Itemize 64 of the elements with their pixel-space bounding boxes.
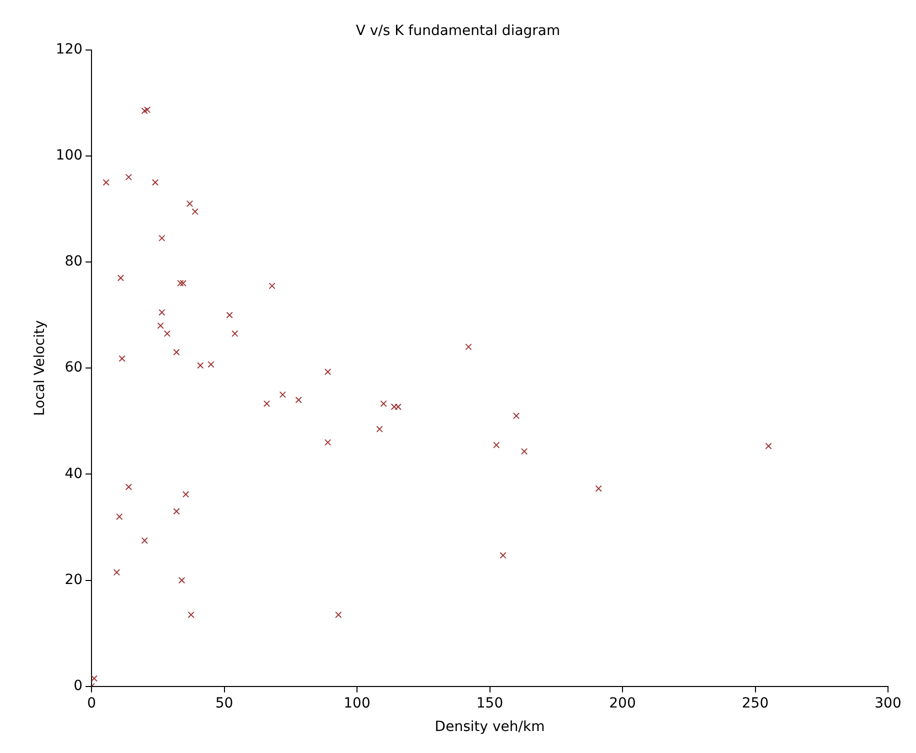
y-tick-label: 80: [64, 254, 83, 270]
point: [493, 442, 500, 448]
point: [173, 508, 180, 515]
x-tick-label: 0: [87, 695, 96, 712]
point: [141, 107, 148, 114]
point: [188, 611, 194, 618]
point: [500, 552, 506, 559]
y-tick-label: 0: [74, 678, 83, 694]
point: [180, 280, 186, 287]
point: [208, 361, 214, 368]
x-tick-label: 200: [609, 695, 636, 712]
point: [177, 280, 184, 287]
x-tick-label: 50: [215, 695, 234, 712]
point: [232, 330, 238, 337]
point: [125, 174, 132, 180]
point: [335, 611, 342, 618]
y-tick-label: 120: [56, 41, 83, 58]
point: [125, 484, 132, 490]
point: [279, 391, 286, 398]
point: [376, 426, 383, 432]
point: [158, 234, 166, 242]
point: [158, 309, 166, 316]
point: [324, 368, 332, 376]
point: [116, 513, 123, 520]
point: [92, 675, 98, 682]
point: [295, 396, 302, 404]
point: [263, 400, 270, 407]
point: [595, 485, 602, 492]
point: [324, 439, 332, 446]
point: [182, 491, 190, 498]
point: [164, 330, 171, 337]
point: [268, 282, 276, 290]
point: [465, 344, 472, 350]
point: [173, 348, 180, 356]
chart-title: V v/s K fundamental diagram: [356, 23, 560, 40]
point: [765, 442, 772, 450]
point: [390, 404, 398, 410]
point: [117, 274, 124, 282]
point: [152, 179, 159, 186]
x-tick-label: 250: [742, 695, 769, 712]
point: [178, 576, 186, 584]
point: [144, 106, 151, 114]
point: [380, 400, 387, 407]
point: [157, 322, 164, 329]
point: [113, 569, 120, 576]
x-tick-label: 150: [476, 695, 504, 712]
y-tick-label: 20: [64, 572, 83, 588]
y-axis-title: Local Velocity: [32, 320, 48, 416]
point: [226, 312, 233, 318]
x-axis-title: Density veh/km: [434, 719, 545, 736]
point: [394, 404, 402, 410]
y-tick-label: 40: [64, 466, 83, 482]
point: [141, 537, 148, 544]
point: [520, 448, 528, 455]
point: [102, 179, 110, 186]
point: [192, 208, 198, 215]
point: [118, 355, 126, 362]
y-tick-label: 60: [64, 360, 83, 376]
point: [186, 200, 194, 207]
y-tick-label: 100: [56, 148, 83, 164]
point: [197, 362, 204, 369]
x-tick-label: 300: [874, 695, 902, 712]
point: [512, 412, 520, 420]
x-tick-label: 100: [344, 695, 370, 712]
